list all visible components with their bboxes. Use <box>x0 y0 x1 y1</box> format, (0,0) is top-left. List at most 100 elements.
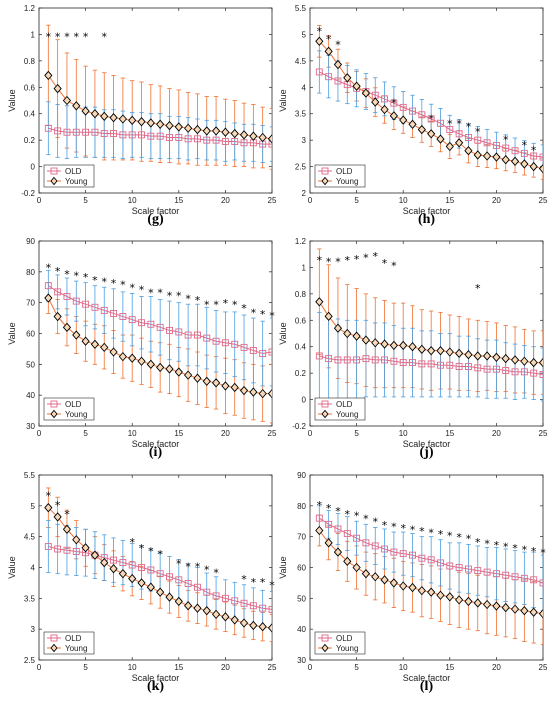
data-point-young <box>72 101 81 111</box>
data-point-old <box>418 554 426 562</box>
legend-label: Young <box>336 410 358 419</box>
x-tick-label: 5 <box>83 429 88 438</box>
data-point-old <box>315 352 323 360</box>
data-point-old <box>138 319 145 327</box>
significance-star: * <box>55 30 61 43</box>
significance-star: * <box>241 573 247 586</box>
significance-star: * <box>176 289 182 302</box>
data-point-young <box>445 141 454 152</box>
data-point-old <box>156 323 164 331</box>
data-point-young <box>343 328 352 339</box>
data-point-young <box>211 126 221 136</box>
x-tick-label: 5 <box>83 196 88 205</box>
data-point-young <box>417 124 426 135</box>
panel-label: (g) <box>147 212 164 227</box>
plot-area <box>309 474 544 661</box>
significance-star: * <box>74 30 80 43</box>
x-tick-label: 10 <box>128 429 137 438</box>
data-point-young <box>492 601 501 611</box>
legend-label: OLD <box>336 167 353 176</box>
data-point-old <box>446 126 454 134</box>
data-point-young <box>352 562 361 573</box>
data-point-young <box>128 115 137 126</box>
data-point-young <box>464 146 473 156</box>
data-point-young <box>202 126 211 136</box>
data-point-young <box>417 344 426 355</box>
x-axis-title: Scale factor <box>132 673 180 683</box>
y-axis-title: Value <box>278 89 288 111</box>
significance-star: * <box>512 542 518 555</box>
data-point-old <box>371 542 379 550</box>
data-point-old <box>193 583 201 591</box>
x-tick-label: 15 <box>445 429 454 438</box>
data-point-old <box>343 530 351 538</box>
data-point-old <box>166 326 173 334</box>
data-point-old <box>325 355 333 363</box>
data-point-old <box>44 282 52 290</box>
data-point-young <box>510 156 520 166</box>
x-tick-label: 0 <box>308 429 313 438</box>
data-point-young <box>239 618 249 628</box>
significance-star: * <box>391 259 397 272</box>
data-point-old <box>437 361 444 369</box>
data-point-young <box>389 578 398 588</box>
data-point-young <box>249 131 258 141</box>
y-tick-label: 4.5 <box>24 533 36 542</box>
significance-star: * <box>74 269 80 282</box>
data-point-old <box>259 350 267 357</box>
y-tick-label: 0.8 <box>24 57 36 66</box>
significance-star: * <box>335 256 341 269</box>
data-point-old <box>249 347 257 354</box>
data-point-young <box>100 557 109 568</box>
data-point-young <box>211 609 221 620</box>
panel-label: (i) <box>149 445 163 460</box>
significance-star: * <box>438 528 444 541</box>
data-point-old <box>147 132 155 140</box>
data-point-old <box>362 355 370 363</box>
data-point-young <box>62 524 72 534</box>
data-point-young <box>473 351 482 361</box>
data-point-young <box>267 134 272 144</box>
data-point-young <box>380 104 389 115</box>
significance-star: * <box>428 112 434 125</box>
significance-star: * <box>400 522 406 535</box>
data-point-old <box>427 556 435 564</box>
data-point-young <box>72 330 81 340</box>
significance-star: * <box>269 579 275 592</box>
data-point-young <box>361 568 371 579</box>
data-point-young <box>118 568 127 579</box>
y-tick-label: 0.6 <box>24 83 36 92</box>
data-point-old <box>212 592 220 600</box>
data-point-old <box>511 573 519 581</box>
data-point-young <box>100 342 109 353</box>
x-tick-label: 10 <box>399 663 408 672</box>
data-point-old <box>63 128 71 136</box>
data-point-old <box>446 562 454 570</box>
data-point-young <box>230 615 239 625</box>
y-tick-label: 3 <box>302 136 307 145</box>
data-point-young <box>473 150 482 160</box>
significance-star: * <box>317 254 323 267</box>
significance-star: * <box>260 576 266 589</box>
significance-star: * <box>232 299 238 312</box>
data-point-young <box>90 339 100 349</box>
significance-star: * <box>101 276 107 289</box>
data-point-young <box>258 388 267 399</box>
data-point-young <box>510 355 520 365</box>
data-point-old <box>240 343 248 351</box>
data-point-old <box>353 534 361 542</box>
y-tick-label: 0.2 <box>295 369 307 378</box>
data-point-young <box>445 592 454 602</box>
series-line-old <box>319 517 543 584</box>
data-point-old <box>455 130 463 138</box>
data-point-young <box>44 502 53 513</box>
data-point-young <box>156 119 165 129</box>
data-point-young <box>399 340 408 351</box>
data-point-young <box>343 73 352 83</box>
data-point-old <box>259 604 267 612</box>
significance-star: * <box>251 576 257 589</box>
significance-star: * <box>83 30 89 43</box>
data-point-old <box>474 136 482 144</box>
significance-star: * <box>251 306 257 319</box>
